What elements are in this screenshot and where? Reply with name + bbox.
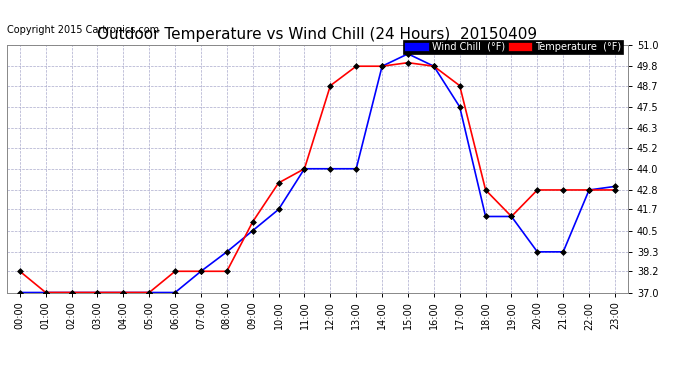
Title: Outdoor Temperature vs Wind Chill (24 Hours)  20150409: Outdoor Temperature vs Wind Chill (24 Ho…	[97, 27, 538, 42]
Legend: Wind Chill  (°F), Temperature  (°F): Wind Chill (°F), Temperature (°F)	[402, 40, 623, 54]
Text: Copyright 2015 Cartronics.com: Copyright 2015 Cartronics.com	[7, 25, 159, 35]
